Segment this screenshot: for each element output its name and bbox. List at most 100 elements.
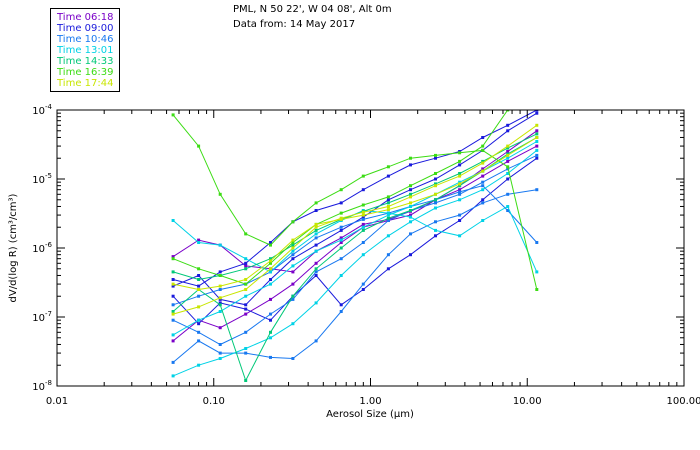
data-point	[291, 322, 295, 326]
series-layer	[171, 88, 539, 382]
data-point	[244, 330, 248, 334]
data-point	[291, 249, 295, 253]
data-point	[481, 161, 485, 165]
data-point	[361, 213, 365, 217]
data-point	[339, 188, 343, 192]
data-point	[171, 294, 175, 298]
data-point	[386, 198, 390, 202]
data-point	[434, 234, 437, 238]
data-point	[269, 355, 272, 359]
x-tick-label: 100.00	[667, 396, 700, 407]
data-point	[481, 136, 485, 139]
data-point	[458, 213, 462, 217]
data-point	[386, 219, 390, 222]
data-point	[506, 156, 510, 160]
data-point	[314, 232, 318, 236]
data-point	[481, 180, 485, 184]
data-point	[434, 156, 437, 160]
data-point	[269, 241, 272, 244]
legend-entry-1639: Time 16:39	[57, 67, 114, 78]
data-point	[409, 163, 412, 167]
data-point	[218, 297, 222, 301]
data-point	[269, 312, 272, 316]
data-point	[434, 184, 437, 188]
y-tick-base: 10	[32, 106, 45, 117]
data-point	[409, 209, 412, 212]
data-point	[197, 339, 201, 343]
data-point	[269, 259, 272, 263]
data-point	[244, 379, 248, 382]
data-point	[535, 156, 539, 160]
data-point	[361, 253, 365, 257]
data-point	[535, 132, 539, 136]
data-point	[197, 241, 201, 244]
data-point	[244, 267, 248, 271]
data-point	[386, 174, 390, 178]
data-point	[291, 220, 295, 224]
data-point	[197, 284, 201, 288]
data-point	[458, 163, 462, 167]
data-point	[386, 267, 390, 271]
labels-layer: 0.01 0.10 1.00 10.00 100.0010-810-710-610-51…	[32, 103, 700, 407]
data-point	[244, 312, 248, 316]
data-point	[291, 270, 295, 274]
data-point	[506, 209, 510, 212]
data-point	[434, 206, 437, 210]
data-point	[291, 257, 295, 261]
data-point	[218, 343, 222, 346]
data-point	[535, 241, 539, 244]
data-point	[481, 184, 485, 188]
data-point	[409, 215, 412, 219]
data-point	[314, 249, 318, 253]
y-tick-exponent: -8	[45, 379, 52, 387]
data-point	[409, 213, 412, 217]
data-point	[339, 257, 343, 261]
data-point	[244, 288, 248, 291]
y-tick-exponent: -5	[45, 172, 52, 180]
data-point	[339, 216, 343, 220]
data-point	[291, 238, 295, 242]
data-point	[244, 307, 248, 311]
data-point	[361, 215, 365, 219]
data-point	[339, 246, 343, 250]
data-point	[171, 360, 175, 364]
data-point	[386, 253, 390, 257]
data-point	[269, 267, 272, 271]
data-point	[291, 357, 295, 360]
date-header: Data from: 14 May 2017	[233, 19, 356, 30]
data-point	[361, 174, 365, 178]
data-point	[386, 195, 390, 199]
data-point	[314, 228, 318, 232]
data-point	[386, 213, 390, 217]
data-point	[535, 148, 539, 152]
data-point	[197, 305, 201, 309]
data-point	[361, 188, 365, 192]
data-point	[434, 192, 437, 196]
series-line-14	[172, 110, 509, 285]
data-point	[506, 165, 510, 169]
data-point	[218, 243, 222, 247]
data-point	[197, 274, 201, 277]
legend-entry-1433: Time 14:33	[57, 56, 114, 67]
legend: Time 06:18 Time 09:00 Time 10:46 Time 13…	[50, 8, 120, 92]
data-point	[244, 232, 248, 236]
x-tick-label: 0.10	[203, 396, 225, 407]
data-point	[291, 282, 295, 286]
data-point	[386, 211, 390, 215]
data-point	[458, 234, 462, 238]
data-point	[171, 303, 175, 307]
data-point	[409, 195, 412, 199]
data-point	[244, 261, 248, 265]
series-line-5	[172, 189, 537, 363]
data-point	[409, 253, 412, 257]
data-point	[244, 303, 248, 307]
data-point	[291, 297, 295, 301]
data-point	[218, 357, 222, 360]
data-point	[481, 169, 485, 173]
data-point	[535, 88, 538, 91]
data-point	[314, 261, 318, 265]
data-point	[269, 336, 272, 340]
data-point	[409, 192, 412, 196]
y-tick-label: 10-4	[32, 103, 52, 117]
series-line-4	[172, 110, 538, 287]
